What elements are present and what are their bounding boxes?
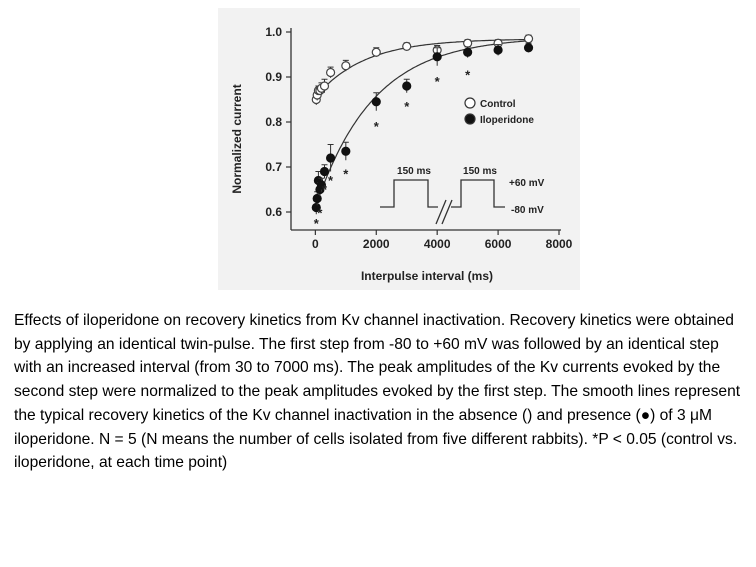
data-point-control	[402, 41, 412, 52]
data-point-iloperidone	[319, 166, 330, 177]
data-point-iloperidone	[523, 43, 534, 53]
pulse1-duration-label: 150 ms	[397, 166, 431, 177]
y-axis-title: Normalized current	[230, 84, 244, 193]
significance-star: *	[343, 166, 349, 181]
y-tick-label: 0.7	[265, 160, 282, 174]
data-point-iloperidone	[371, 97, 381, 107]
data-point-iloperidone	[463, 47, 473, 57]
pulse-protocol-trace	[380, 179, 505, 208]
data-point-iloperidone	[311, 202, 321, 213]
fit-curve-iloperidone	[314, 40, 529, 208]
y-tick-label: 1.0	[265, 25, 282, 39]
legend-label-control: Control	[480, 99, 516, 110]
significance-star: *	[317, 205, 323, 220]
fit-curve-control	[314, 38, 529, 98]
significance-star: *	[322, 182, 328, 197]
data-point-iloperidone	[402, 81, 412, 91]
data-point-control	[463, 38, 473, 48]
data-point-control	[341, 61, 351, 71]
figure: 0.6 0.7 0.8 0.9 1.0 0 2000 4000 6000 8000 Interpul…	[218, 8, 580, 290]
axis-break-mark	[441, 199, 453, 225]
data-point-iloperidone	[316, 180, 327, 190]
y-tick-label: 0.9	[265, 70, 282, 84]
figure-background	[218, 8, 580, 290]
x-tick-label: 6000	[485, 237, 512, 251]
data-point-control	[523, 34, 534, 44]
axis-break-mark	[435, 199, 447, 225]
data-point-iloperidone	[493, 45, 503, 55]
legend-label-iloperidone: Iloperidone	[480, 115, 534, 126]
legend-marker-iloperidone	[464, 113, 476, 125]
x-axis-title: Interpulse interval (ms)	[361, 269, 493, 283]
x-tick-label: 0	[312, 237, 319, 251]
data-point-control	[325, 67, 336, 78]
significance-star: *	[465, 67, 471, 82]
y-tick-label: 0.6	[265, 205, 282, 219]
data-point-iloperidone	[312, 193, 322, 204]
figure-caption: Effects of iloperidone on recovery kinet…	[14, 312, 741, 472]
data-point-control	[371, 47, 381, 57]
significance-star: *	[314, 216, 320, 231]
x-tick-label: 2000	[363, 237, 390, 251]
data-point-iloperidone	[341, 146, 351, 156]
significance-star: *	[374, 119, 380, 134]
data-point-iloperidone	[325, 153, 336, 163]
x-tick-label: 4000	[424, 237, 451, 251]
significance-star: *	[404, 99, 410, 114]
voltage-low-label: -80 mV	[511, 205, 544, 216]
significance-star: *	[435, 74, 441, 89]
pulse2-duration-label: 150 ms	[463, 166, 497, 177]
data-point-control	[319, 81, 330, 91]
significance-star: *	[328, 173, 334, 188]
data-point-iloperidone	[432, 52, 442, 62]
legend-marker-control	[464, 97, 476, 109]
chart-plot: 0.6 0.7 0.8 0.9 1.0 0 2000 4000 6000 8000 Interpul…	[230, 25, 573, 283]
voltage-high-label: +60 mV	[509, 178, 545, 189]
x-tick-label: 8000	[546, 237, 573, 251]
y-tick-label: 0.8	[265, 115, 282, 129]
